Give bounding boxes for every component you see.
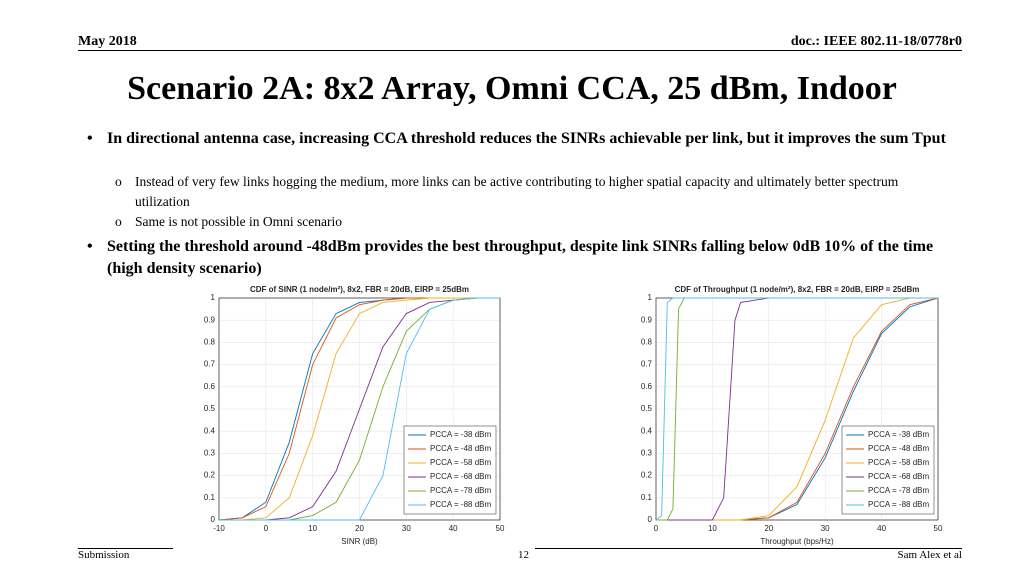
bullet: Setting the threshold around -48dBm prov… bbox=[87, 236, 947, 280]
sub-bullet: Instead of very few links hogging the me… bbox=[115, 172, 935, 212]
legend-label: PCCA = -48 dBm bbox=[868, 444, 929, 453]
legend-label: PCCA = -38 dBm bbox=[868, 430, 929, 439]
x-tick-label: 20 bbox=[764, 524, 773, 533]
legend-box bbox=[841, 425, 935, 515]
legend-box bbox=[403, 425, 497, 515]
sub-bullet: Same is not possible in Omni scenario bbox=[115, 212, 935, 232]
page-number: 12 bbox=[518, 549, 529, 561]
y-tick-label: 0.8 bbox=[641, 338, 653, 347]
x-tick-label: 20 bbox=[355, 524, 364, 533]
y-tick-label: 1 bbox=[211, 293, 216, 302]
x-tick-label: 10 bbox=[708, 524, 717, 533]
y-tick-label: 0.7 bbox=[641, 360, 653, 369]
y-tick-label: 0.2 bbox=[641, 471, 653, 480]
x-tick-label: 0 bbox=[654, 524, 659, 533]
x-axis-label: SINR (dB) bbox=[341, 537, 378, 546]
footer-rule bbox=[78, 548, 173, 549]
y-tick-label: 0.6 bbox=[641, 382, 653, 391]
series-line bbox=[219, 297, 500, 521]
series-line bbox=[655, 297, 938, 521]
footer-left: Submission bbox=[78, 549, 130, 561]
chart-title: CDF of Throughput (1 node/m²), 8x2, FBR … bbox=[675, 285, 920, 294]
y-tick-label: 0.1 bbox=[204, 493, 216, 502]
x-tick-label: 30 bbox=[821, 524, 830, 533]
legend-label: PCCA = -88 dBm bbox=[868, 500, 929, 509]
x-tick-label: 40 bbox=[449, 524, 458, 533]
y-tick-label: 0.3 bbox=[204, 449, 216, 458]
x-tick-label: 40 bbox=[877, 524, 886, 533]
slide-title: Scenario 2A: 8x2 Array, Omni CCA, 25 dBm… bbox=[127, 70, 897, 107]
x-tick-label: 10 bbox=[308, 524, 317, 533]
y-tick-label: 0.1 bbox=[641, 493, 653, 502]
x-tick-label: 50 bbox=[496, 524, 505, 533]
y-tick-label: 0.8 bbox=[204, 338, 216, 347]
header-date: May 2018 bbox=[78, 34, 137, 49]
header-doc: doc.: IEEE 802.11-18/0778r0 bbox=[790, 34, 962, 49]
y-tick-label: 0.9 bbox=[641, 315, 653, 324]
legend-label: PCCA = -58 dBm bbox=[868, 458, 929, 467]
bullet: In directional antenna case, increasing … bbox=[87, 128, 947, 150]
y-tick-label: 0.7 bbox=[204, 360, 216, 369]
x-axis-label: Throughput (bps/Hz) bbox=[760, 537, 834, 546]
y-tick-label: 0.9 bbox=[204, 315, 216, 324]
legend-label: PCCA = -88 dBm bbox=[430, 500, 491, 509]
footer-right: Sam Alex et al bbox=[897, 549, 962, 561]
legend-label: PCCA = -38 dBm bbox=[430, 430, 491, 439]
y-tick-label: 0.3 bbox=[641, 449, 653, 458]
legend-label: PCCA = -58 dBm bbox=[430, 458, 491, 467]
y-tick-label: 0 bbox=[211, 515, 216, 524]
y-tick-label: 0.2 bbox=[204, 471, 216, 480]
legend-label: PCCA = -78 dBm bbox=[868, 486, 929, 495]
y-tick-label: 0.4 bbox=[641, 426, 653, 435]
y-tick-label: 0.6 bbox=[204, 382, 216, 391]
y-tick-label: 0.5 bbox=[204, 404, 216, 413]
y-tick-label: 0.5 bbox=[641, 404, 653, 413]
x-tick-label: 50 bbox=[934, 524, 943, 533]
x-tick-label: -10 bbox=[213, 524, 225, 533]
x-tick-label: 0 bbox=[264, 524, 269, 533]
y-tick-label: 0 bbox=[648, 515, 653, 524]
x-tick-label: 30 bbox=[402, 524, 411, 533]
legend-label: PCCA = -68 dBm bbox=[430, 472, 491, 481]
legend-label: PCCA = -78 dBm bbox=[430, 486, 491, 495]
y-tick-label: 0.4 bbox=[204, 426, 216, 435]
legend-label: PCCA = -68 dBm bbox=[868, 472, 929, 481]
y-tick-label: 1 bbox=[648, 293, 653, 302]
header-rule bbox=[78, 50, 962, 51]
series-line bbox=[219, 297, 500, 521]
footer-rule bbox=[535, 548, 962, 549]
legend-label: PCCA = -48 dBm bbox=[430, 444, 491, 453]
chart-title: CDF of SINR (1 node/m²), 8x2, FBR = 20dB… bbox=[250, 285, 469, 294]
